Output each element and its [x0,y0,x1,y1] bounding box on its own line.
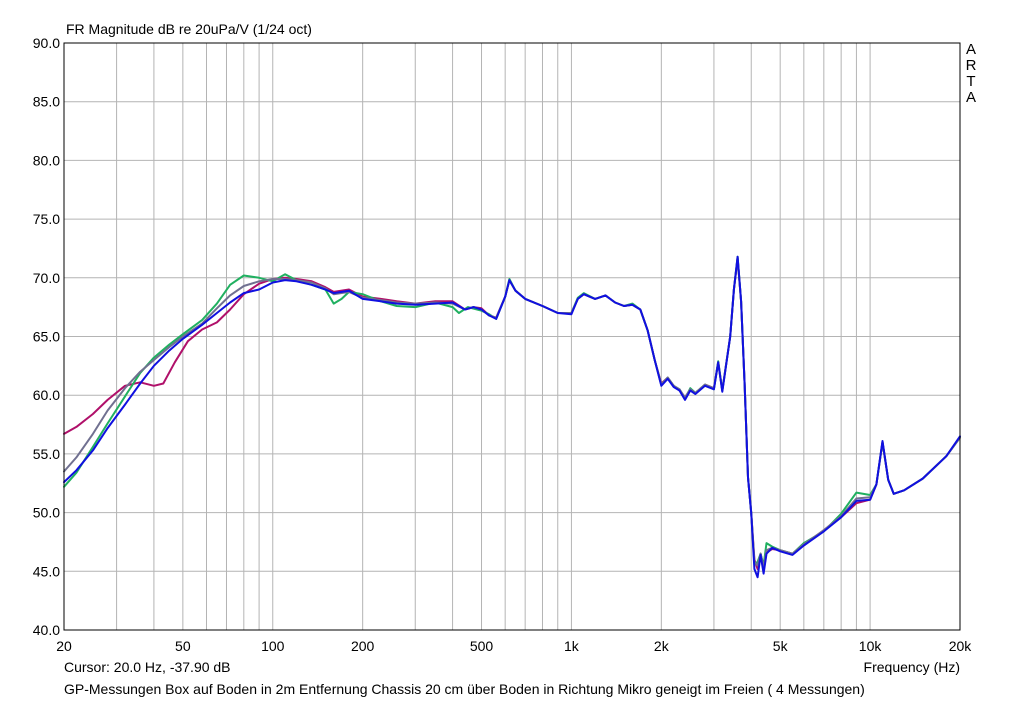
chart-title: FR Magnitude dB re 20uPa/V (1/24 oct) [66,21,312,37]
x-tick-label: 1k [564,638,580,654]
logo-letter: R [965,57,977,74]
y-tick-label: 40.0 [33,622,60,638]
logo-letter: A [965,41,976,58]
x-tick-label: 20k [949,638,973,654]
logo-letter: T [966,73,976,90]
x-tick-label: 20 [56,638,72,654]
x-tick-label: 500 [470,638,494,654]
cursor-readout: Cursor: 20.0 Hz, -37.90 dB [64,659,231,675]
x-tick-label: 50 [175,638,191,654]
x-tick-label: 2k [654,638,670,654]
y-tick-label: 85.0 [33,94,60,110]
y-tick-label: 75.0 [33,211,60,227]
y-tick-label: 55.0 [33,446,60,462]
series-line-2 [63,255,961,567]
y-tick-label: 45.0 [33,563,60,579]
x-tick-label: 10k [859,638,883,654]
measurement-note: GP-Messungen Box auf Boden in 2m Entfern… [64,681,865,697]
series-line-1 [63,258,961,573]
series-line-3 [63,256,961,569]
y-tick-label: 50.0 [33,505,60,521]
y-tick-label: 80.0 [33,152,60,168]
x-axis-label: Frequency (Hz) [863,659,960,675]
y-tick-label: 60.0 [33,387,60,403]
x-tick-label: 100 [261,638,285,654]
y-tick-label: 90.0 [33,35,60,51]
x-axis-ticks: 20 50 100 200 500 1k 2k 5k 10k 20k [56,638,972,654]
y-axis-ticks: 40.0 45.0 50.0 55.0 60.0 65.0 70.0 75.0 80.0 85.0… [33,35,60,638]
series-line-4 [63,255,961,579]
y-tick-label: 70.0 [33,270,60,286]
plot-area-series [63,255,961,579]
grid [64,43,960,630]
logo-letter: A [965,89,976,106]
y-tick-label: 65.0 [33,329,60,345]
plot-frame [63,42,961,631]
x-tick-label: 200 [351,638,375,654]
x-tick-label: 5k [773,638,789,654]
